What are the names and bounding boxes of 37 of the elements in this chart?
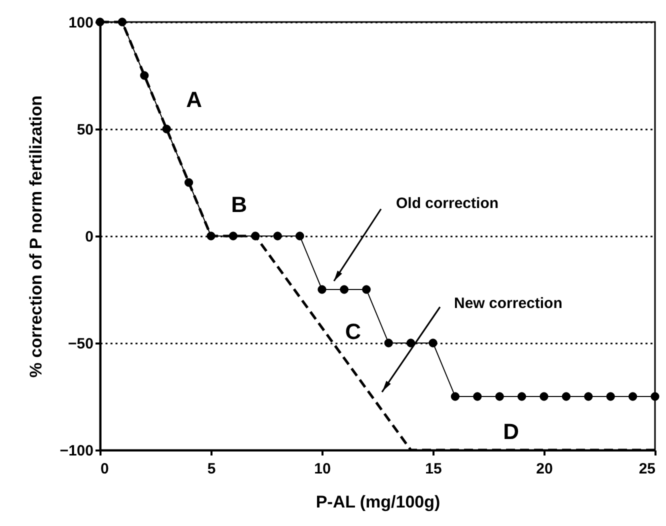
x-tick-label: 10 <box>314 460 331 478</box>
point <box>650 392 660 401</box>
y-tick-label: 100 <box>68 14 94 32</box>
x-tick-label: 5 <box>207 460 216 478</box>
y-tick-label: −100 <box>60 442 94 460</box>
point <box>562 392 571 401</box>
x-tick-label: 20 <box>536 460 553 478</box>
x-tick-label: 0 <box>100 460 109 478</box>
x-tick-label: 15 <box>425 460 442 478</box>
point <box>295 232 304 240</box>
point <box>450 392 460 401</box>
point <box>584 392 593 401</box>
point <box>428 338 438 348</box>
annotation: New correction <box>454 295 562 312</box>
point <box>406 338 416 348</box>
point <box>340 285 349 294</box>
point <box>606 392 615 401</box>
x-tick-label: 25 <box>638 460 656 478</box>
annotation: D <box>503 419 519 444</box>
annotation: B <box>231 192 247 217</box>
point <box>473 392 482 401</box>
y-axis-title: % correction of P norm fertilization <box>26 95 46 378</box>
point <box>495 392 504 401</box>
point <box>362 285 371 294</box>
y-tick-label: 50 <box>76 122 94 138</box>
point <box>384 338 393 348</box>
y-tick-label: −50 <box>68 336 94 352</box>
point <box>628 392 638 401</box>
annotation: Old correction <box>396 195 499 212</box>
annotation: A <box>186 87 202 112</box>
point <box>517 392 526 401</box>
point <box>273 232 282 240</box>
y-tick-label: 0 <box>85 228 94 246</box>
x-axis-title: P-AL (mg/100g) <box>316 492 440 512</box>
point <box>318 285 326 294</box>
annotation: C <box>345 319 362 344</box>
point <box>540 392 548 401</box>
